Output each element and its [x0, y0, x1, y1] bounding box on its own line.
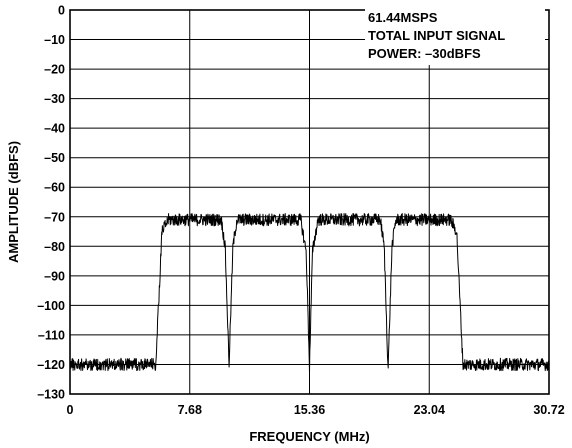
spectrum-trace [69, 213, 550, 374]
annotation-sample-rate: 61.44MSPS [368, 10, 438, 25]
plot-frame [69, 9, 550, 395]
y-tick-label: –10 [44, 33, 65, 47]
y-tick-label: –90 [44, 269, 65, 283]
y-tick-label: –120 [37, 358, 65, 372]
annotation-box [365, 9, 545, 65]
tick-labels: 0 –10 –20 –30 –40 –50 –60 –70 –80 –90 –100 –110 –120… [37, 4, 565, 418]
grid-lines [69, 9, 550, 395]
y-tick-label: –70 [44, 210, 65, 224]
y-tick-label: –110 [38, 328, 65, 342]
x-tick-label: 15.36 [294, 403, 325, 417]
y-tick-label: –130 [37, 388, 65, 402]
x-tick-label: 0 [67, 403, 74, 417]
y-tick-label: –40 [44, 122, 65, 136]
y-tick-label: –50 [44, 151, 65, 165]
annotation-power: POWER: –30dBFS [368, 46, 481, 61]
y-tick-label: –100 [37, 299, 65, 313]
x-tick-label: 23.04 [414, 403, 445, 417]
y-tick-label: –60 [44, 181, 65, 195]
annotation-total-input: TOTAL INPUT SIGNAL [368, 28, 505, 43]
x-tick-label: 30.72 [533, 403, 564, 417]
y-tick-label: –80 [44, 240, 65, 254]
y-tick-label: –30 [44, 92, 65, 106]
x-axis-label: FREQUENCY (MHz) [249, 429, 369, 444]
y-tick-label: –20 [44, 63, 65, 77]
series-layer [69, 213, 550, 374]
y-tick-label: 0 [58, 4, 65, 18]
y-axis-label: AMPLITUDE (dBFS) [6, 141, 21, 263]
x-tick-label: 7.68 [178, 403, 202, 417]
